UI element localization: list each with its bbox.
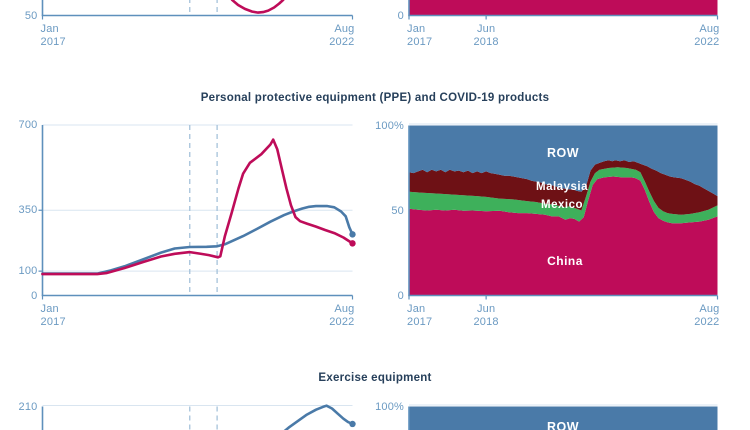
series-line-crimson xyxy=(41,138,354,276)
area-row xyxy=(409,406,718,430)
chart-title-ppe: Personal protective equipment (PPE) and … xyxy=(200,92,550,104)
area-malaysia xyxy=(409,160,718,215)
area-mexico xyxy=(409,167,718,224)
series-end-dot-crimson xyxy=(349,240,356,247)
series-end-dot-blue xyxy=(349,231,356,238)
area-row xyxy=(409,125,718,197)
area-crimson xyxy=(409,0,718,16)
series-line-crimson xyxy=(230,0,285,14)
chart-title-exercise: Exercise equipment xyxy=(318,372,432,384)
area-china xyxy=(409,176,718,296)
series-end-dot-blue xyxy=(349,420,356,428)
series-line-blue xyxy=(283,404,354,430)
series-line-blue xyxy=(41,204,354,275)
